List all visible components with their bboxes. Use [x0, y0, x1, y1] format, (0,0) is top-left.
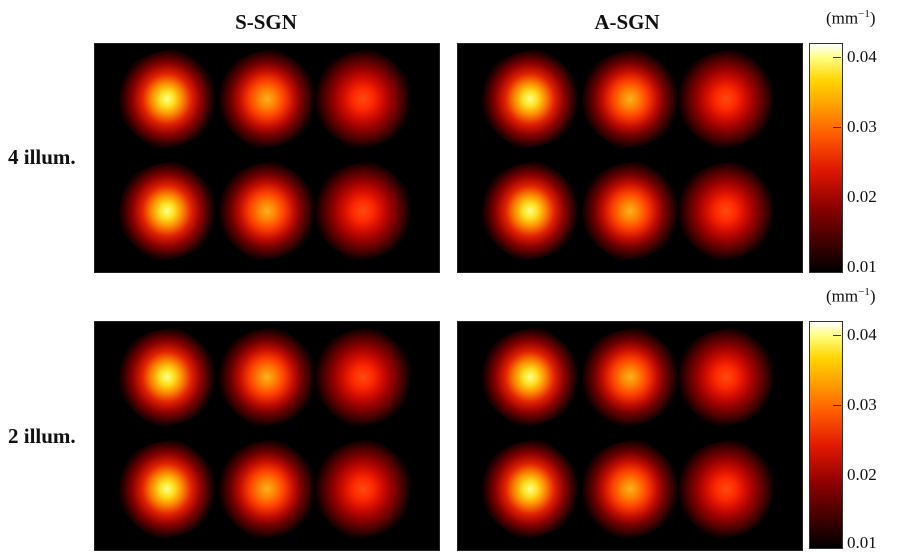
heatmap-panel-top-right — [457, 43, 803, 273]
colorbar-tickmark — [833, 335, 841, 336]
heat-blob — [580, 326, 680, 428]
heat-blob — [676, 48, 776, 150]
heatmap-panel-bottom-right — [457, 321, 803, 551]
colorbar-tick-label: 0.01 — [847, 533, 877, 552]
colorbar-tick-label: 0.03 — [847, 395, 877, 414]
heat-blob — [217, 160, 317, 262]
colorbar-tick-label: 0.04 — [847, 47, 877, 66]
row-label-2-illum: 2 illum. — [8, 424, 76, 448]
colorbar-top — [809, 43, 843, 273]
heatmap-panel-top-left — [94, 43, 440, 273]
heat-blob — [313, 326, 413, 428]
heat-blob — [480, 48, 580, 150]
heatmap-svg — [117, 326, 413, 540]
colorbar-tick-label: 0.01 — [847, 257, 877, 276]
heat-blob — [480, 438, 580, 540]
heat-blob — [480, 326, 580, 428]
colorbar-tick-label: 0.02 — [847, 187, 877, 206]
colorbar-tick-label: 0.03 — [847, 117, 877, 136]
colorbar-bottom — [809, 321, 843, 549]
column-title-a-sgn: A-SGN — [594, 10, 660, 34]
colorbar-unit-bottom: (mm−1) — [826, 286, 876, 306]
colorbar-unit-top: (mm−1) — [826, 8, 876, 28]
heat-blob — [580, 48, 680, 150]
heat-blob — [217, 438, 317, 540]
colorbar-tickmark — [833, 405, 841, 406]
heat-blob — [676, 326, 776, 428]
heat-blob — [117, 48, 217, 150]
colorbar-tickmark — [833, 197, 841, 198]
row-label-4-illum: 4 illum. — [8, 145, 76, 169]
heat-blob — [313, 438, 413, 540]
colorbar-tickmark — [833, 127, 841, 128]
heat-blob — [480, 160, 580, 262]
heatmap-svg — [117, 48, 413, 262]
heat-blob — [676, 160, 776, 262]
heatmap-svg — [480, 48, 776, 262]
heatmap-panel-bottom-left — [94, 321, 440, 551]
heat-blob — [217, 326, 317, 428]
colorbar-tick-label: 0.04 — [847, 325, 877, 344]
heat-blob — [117, 438, 217, 540]
heat-blob — [580, 438, 680, 540]
heat-blob — [676, 438, 776, 540]
column-title-s-sgn: S-SGN — [235, 10, 297, 34]
heat-blob — [117, 326, 217, 428]
colorbar-tickmark — [833, 57, 841, 58]
heat-blob — [313, 160, 413, 262]
heat-blob — [217, 48, 317, 150]
colorbar-tick-label: 0.02 — [847, 465, 877, 484]
heat-blob — [580, 160, 680, 262]
heat-blob — [117, 160, 217, 262]
heat-blob — [313, 48, 413, 150]
heatmap-svg — [480, 326, 776, 540]
colorbar-tickmark — [833, 475, 841, 476]
